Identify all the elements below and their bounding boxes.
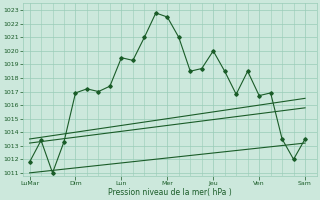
X-axis label: Pression niveau de la mer( hPa ): Pression niveau de la mer( hPa ) [108, 188, 231, 197]
